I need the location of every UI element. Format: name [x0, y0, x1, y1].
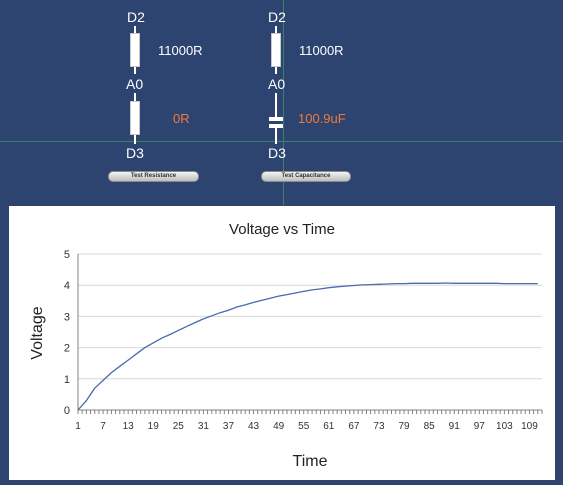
- x-tick-label: 103: [496, 421, 513, 432]
- resistance-middle-pin-label: A0: [126, 76, 144, 92]
- resistance-measured-value: 0R: [173, 111, 190, 126]
- x-tick-label: 61: [323, 421, 335, 432]
- capacitance-middle-pin-label: A0: [268, 76, 286, 92]
- reference-resistor-icon: [271, 33, 281, 67]
- capacitor-plate-top: [269, 117, 283, 121]
- resistance-top-pin-label: D2: [127, 9, 145, 25]
- reference-resistor-icon: [130, 33, 140, 67]
- x-tick-label: 31: [198, 421, 210, 432]
- chart-title: Voltage vs Time: [229, 221, 335, 238]
- x-tick-label: 49: [273, 421, 285, 432]
- resistance-wire-bottom: [134, 135, 136, 144]
- y-tick-label: 5: [64, 249, 70, 261]
- test-capacitance-button[interactable]: Test Capacitance: [261, 171, 351, 182]
- x-tick-label: 13: [123, 421, 135, 432]
- y-axis-label: Voltage: [29, 306, 46, 359]
- x-tick-label: 43: [248, 421, 260, 432]
- resistance-wire-mid-bottom: [134, 93, 136, 102]
- y-tick-label: 1: [64, 374, 70, 386]
- chart-series: [77, 282, 538, 411]
- x-tick-label: 1: [75, 421, 81, 432]
- capacitor-plate-bottom: [269, 124, 283, 128]
- capacitance-wire-bottom: [275, 128, 277, 144]
- x-tick-label: 73: [373, 421, 385, 432]
- x-tick-label: 91: [449, 421, 461, 432]
- capacitance-wire-mid-bottom: [275, 93, 277, 117]
- x-tick-label: 109: [521, 421, 538, 432]
- x-tick-labels: 1 7 13 19 25 31 37 43 49 55 61 67 73 79 85 91 97 103 109: [75, 421, 538, 432]
- y-tick-labels: 0 1 2 3 4 5: [64, 249, 70, 417]
- x-tick-label: 25: [173, 421, 185, 432]
- chart-gridlines: [78, 253, 542, 380]
- grid-line-horizontal: [0, 141, 563, 142]
- unknown-resistor-icon: [130, 101, 140, 135]
- x-tick-label: 7: [100, 421, 106, 432]
- capacitance-wire-mid-top: [275, 67, 277, 74]
- capacitance-bottom-pin-label: D3: [268, 145, 286, 161]
- resistance-reference-value: 11000R: [158, 43, 203, 58]
- x-tick-label: 79: [398, 421, 410, 432]
- y-tick-label: 4: [64, 280, 70, 292]
- x-tick-label: 67: [348, 421, 360, 432]
- chart-axes: [77, 254, 543, 414]
- x-axis-label: Time: [293, 453, 328, 470]
- resistance-bottom-pin-label: D3: [126, 145, 144, 161]
- x-tick-label: 19: [148, 421, 160, 432]
- capacitance-top-pin-label: D2: [268, 9, 286, 25]
- y-tick-label: 3: [64, 311, 70, 323]
- resistance-wire-mid-top: [134, 67, 136, 74]
- test-resistance-button[interactable]: Test Resistance: [108, 171, 199, 182]
- capacitance-measured-value: 100.9uF: [298, 111, 346, 126]
- capacitance-wire-top: [275, 26, 277, 34]
- capacitance-reference-value: 11000R: [299, 43, 344, 58]
- x-tick-label: 85: [424, 421, 436, 432]
- y-tick-label: 0: [64, 405, 70, 417]
- resistance-wire-top: [134, 26, 136, 34]
- voltage-series-line: [77, 282, 538, 411]
- y-tick-label: 2: [64, 343, 70, 355]
- x-tick-label: 55: [298, 421, 310, 432]
- x-tick-label: 37: [223, 421, 235, 432]
- x-tick-label: 97: [474, 421, 486, 432]
- grid-line-vertical: [283, 0, 284, 206]
